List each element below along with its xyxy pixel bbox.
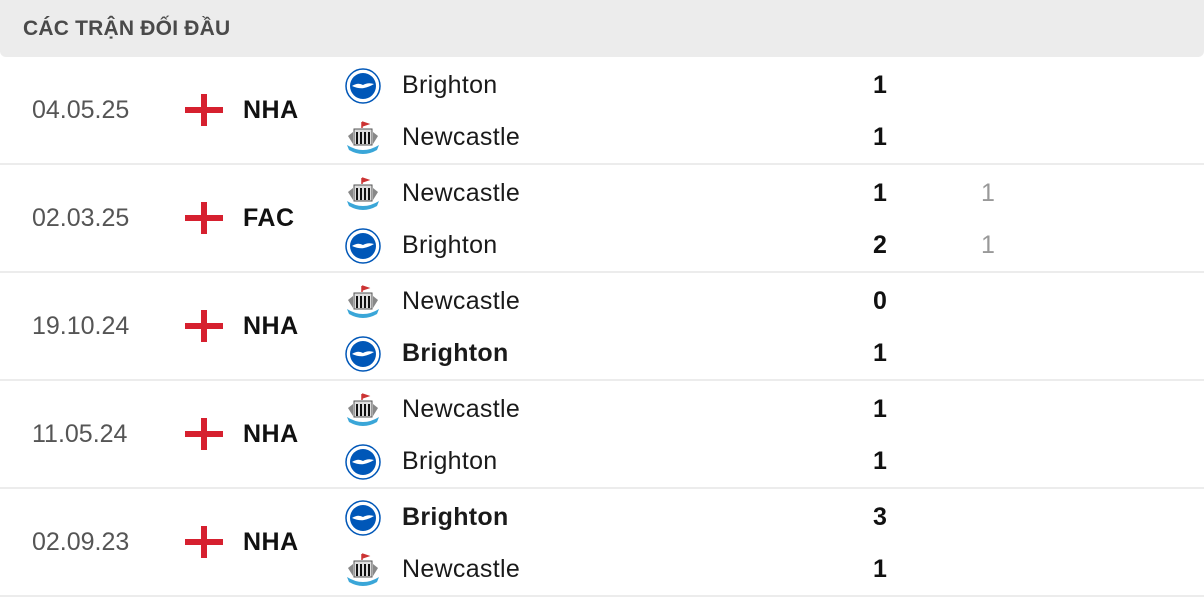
newcastle-logo-icon [345, 284, 381, 320]
team-name[interactable]: Brighton [402, 71, 498, 99]
team-line[interactable]: Newcastle 1 [345, 383, 1195, 436]
england-flag-icon [185, 310, 223, 342]
brighton-logo-icon [345, 500, 381, 536]
team-name[interactable]: Newcastle [402, 555, 521, 583]
match-row[interactable]: 02.03.25 FAC Newcastle 1 1 Brighton 2 1 [0, 165, 1204, 273]
team-line[interactable]: Newcastle 0 [345, 275, 1195, 328]
competition-label: FAC [243, 204, 295, 232]
brighton-logo-icon [345, 228, 381, 264]
england-flag-icon [185, 526, 223, 558]
team-secondary-score: 1 [981, 179, 995, 207]
team-score: 3 [873, 503, 887, 531]
team-name[interactable]: Newcastle [402, 123, 521, 151]
team-score: 1 [873, 179, 887, 207]
competition-label: NHA [243, 420, 299, 448]
team-line[interactable]: Brighton 2 1 [345, 219, 1195, 272]
england-flag-icon [185, 94, 223, 126]
team-line[interactable]: Newcastle 1 1 [345, 167, 1195, 220]
newcastle-logo-icon [345, 120, 381, 156]
team-score: 1 [873, 71, 887, 99]
team-line[interactable]: Newcastle 1 [345, 543, 1195, 596]
section-header: CÁC TRẬN ĐỐI ĐẦU [0, 0, 1204, 57]
team-score: 1 [873, 555, 887, 583]
team-score: 1 [873, 447, 887, 475]
match-row[interactable]: 19.10.24 NHA Newcastle 0 Brighton 1 [0, 273, 1204, 381]
team-line[interactable]: Brighton 3 [345, 491, 1195, 544]
match-list: 04.05.25 NHA Brighton 1 Newcastle 1 02.0… [0, 57, 1204, 597]
newcastle-logo-icon [345, 176, 381, 212]
team-name[interactable]: Newcastle [402, 179, 521, 207]
team-name[interactable]: Newcastle [402, 287, 521, 315]
team-secondary-score: 1 [981, 231, 995, 259]
match-row[interactable]: 11.05.24 NHA Newcastle 1 Brighton 1 [0, 381, 1204, 489]
team-name[interactable]: Brighton [402, 231, 498, 259]
team-line[interactable]: Newcastle 1 [345, 111, 1195, 164]
brighton-logo-icon [345, 336, 381, 372]
match-date: 02.03.25 [32, 204, 130, 232]
team-score: 1 [873, 395, 887, 423]
match-date: 02.09.23 [32, 528, 130, 556]
match-row[interactable]: 04.05.25 NHA Brighton 1 Newcastle 1 [0, 57, 1204, 165]
team-score: 0 [873, 287, 887, 315]
team-name[interactable]: Newcastle [402, 395, 521, 423]
team-line[interactable]: Brighton 1 [345, 435, 1195, 488]
competition-label: NHA [243, 312, 299, 340]
match-date: 04.05.25 [32, 96, 130, 124]
brighton-logo-icon [345, 68, 381, 104]
england-flag-icon [185, 418, 223, 450]
match-date: 19.10.24 [32, 312, 130, 340]
team-score: 1 [873, 123, 887, 151]
newcastle-logo-icon [345, 552, 381, 588]
team-name[interactable]: Brighton [402, 447, 498, 475]
competition-label: NHA [243, 96, 299, 124]
competition-label: NHA [243, 528, 299, 556]
team-name[interactable]: Brighton [402, 503, 509, 531]
newcastle-logo-icon [345, 392, 381, 428]
team-line[interactable]: Brighton 1 [345, 327, 1195, 380]
match-date: 11.05.24 [32, 420, 128, 448]
section-title: CÁC TRẬN ĐỐI ĐẦU [23, 16, 231, 40]
team-name[interactable]: Brighton [402, 339, 509, 367]
team-line[interactable]: Brighton 1 [345, 59, 1195, 112]
match-row[interactable]: 02.09.23 NHA Brighton 3 Newcastle 1 [0, 489, 1204, 597]
england-flag-icon [185, 202, 223, 234]
team-score: 2 [873, 231, 887, 259]
team-score: 1 [873, 339, 887, 367]
brighton-logo-icon [345, 444, 381, 480]
